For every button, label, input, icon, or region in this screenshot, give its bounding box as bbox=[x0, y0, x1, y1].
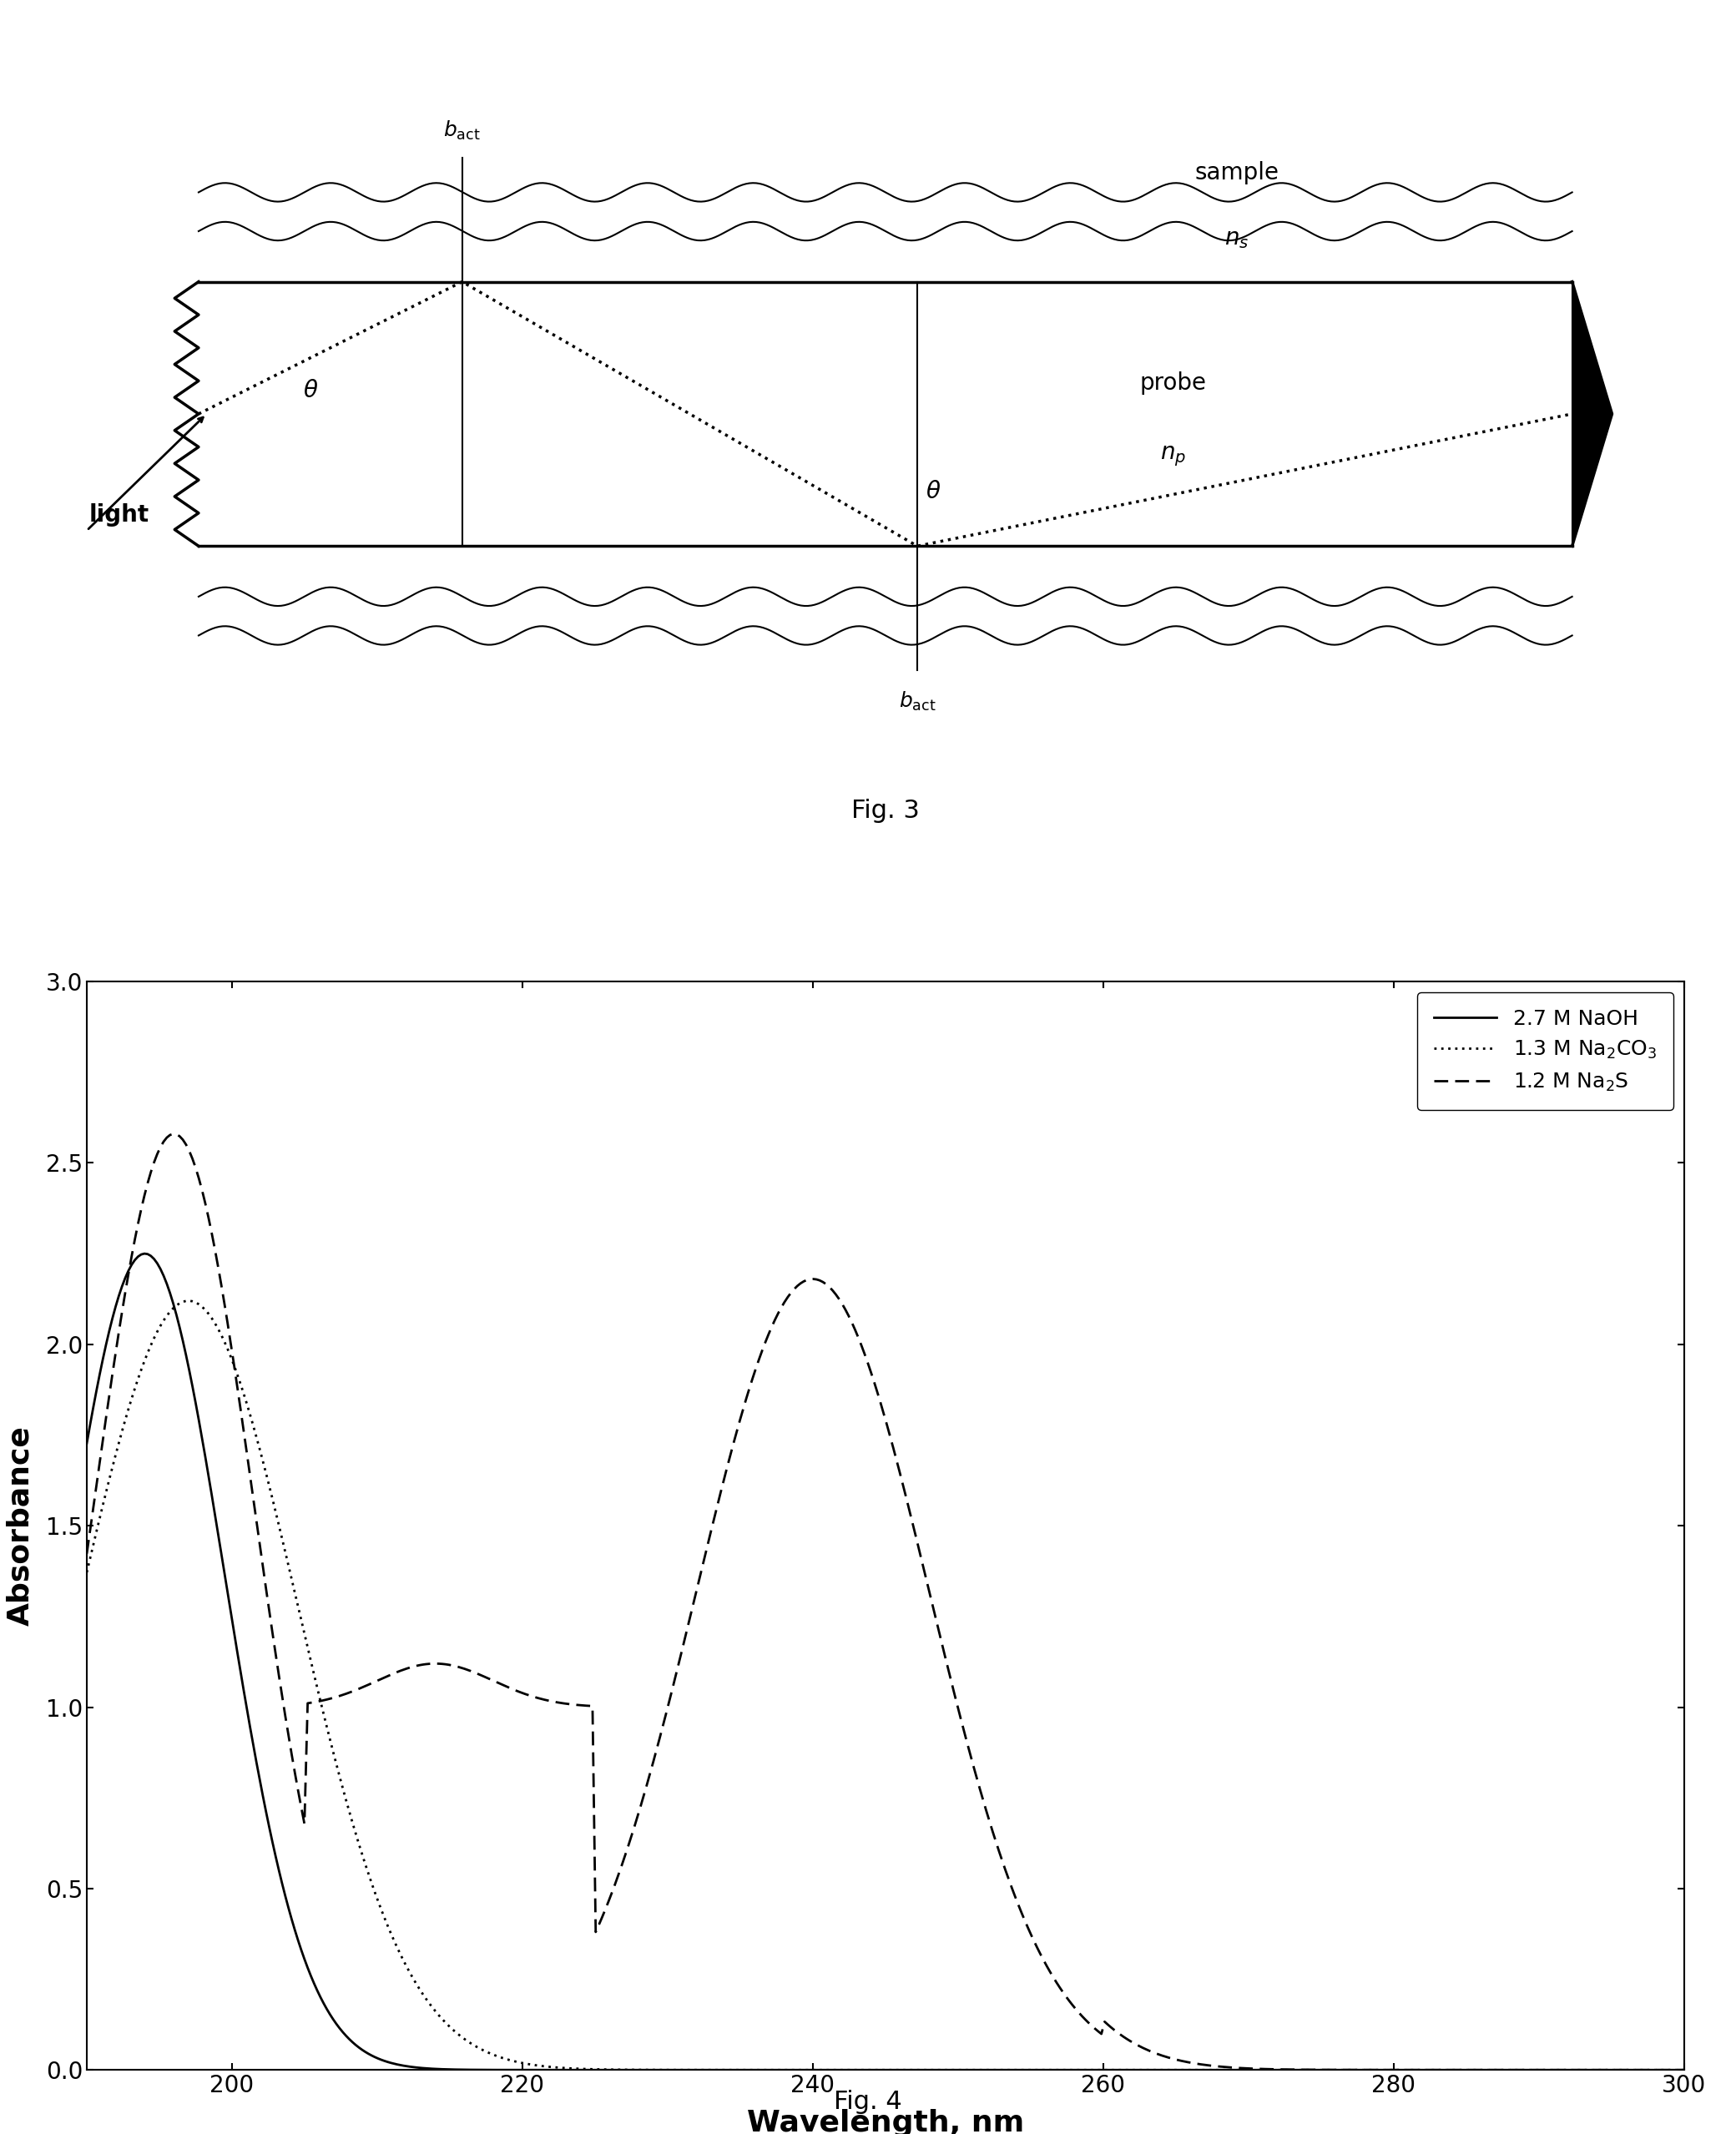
1.3 M Na₂CO₃ bbox=[944, 2057, 965, 2083]
2.7 M NaOH bbox=[1389, 2057, 1410, 2083]
1.3 M Na₂CO₃ bbox=[847, 2057, 868, 2083]
1.3 M Na₂CO₃ bbox=[1029, 2057, 1050, 2083]
Text: $\theta$: $\theta$ bbox=[302, 380, 318, 401]
Text: Fig. 4: Fig. 4 bbox=[833, 2089, 903, 2115]
1.3 M Na₂CO₃ bbox=[179, 1289, 200, 1315]
Legend: 2.7 M NaOH, 1.3 M Na$_2$CO$_3$, 1.2 M Na$_2$S: 2.7 M NaOH, 1.3 M Na$_2$CO$_3$, 1.2 M Na… bbox=[1417, 992, 1674, 1110]
1.2 M Na₂S bbox=[838, 1304, 859, 1329]
1.3 M Na₂CO₃ bbox=[76, 1560, 97, 1586]
Text: $b_{\rm act}$: $b_{\rm act}$ bbox=[899, 689, 936, 713]
1.2 M Na₂S bbox=[76, 1541, 97, 1566]
Text: $b_{\rm act}$: $b_{\rm act}$ bbox=[443, 120, 481, 141]
1.3 M Na₂CO₃ bbox=[1674, 2057, 1694, 2083]
2.7 M NaOH bbox=[134, 1240, 155, 1265]
2.7 M NaOH bbox=[76, 1430, 97, 1455]
1.2 M Na₂S bbox=[163, 1120, 184, 1146]
2.7 M NaOH bbox=[1674, 2057, 1694, 2083]
Text: probe: probe bbox=[1139, 371, 1207, 395]
Text: $\theta$: $\theta$ bbox=[925, 480, 941, 504]
Text: Fig. 3: Fig. 3 bbox=[851, 798, 920, 822]
Text: light: light bbox=[89, 504, 149, 527]
1.2 M Na₂S bbox=[847, 1325, 868, 1351]
Text: $n_p$: $n_p$ bbox=[1160, 444, 1186, 469]
Line: 1.2 M Na₂S: 1.2 M Na₂S bbox=[87, 1133, 1684, 2070]
1.2 M Na₂S bbox=[1389, 2057, 1410, 2083]
2.7 M NaOH bbox=[1029, 2057, 1050, 2083]
1.2 M Na₂S bbox=[1029, 1942, 1050, 1968]
1.3 M Na₂CO₃ bbox=[1639, 2057, 1660, 2083]
1.2 M Na₂S bbox=[1674, 2057, 1694, 2083]
1.3 M Na₂CO₃ bbox=[838, 2057, 859, 2083]
Text: $n_s$: $n_s$ bbox=[1224, 228, 1248, 250]
1.3 M Na₂CO₃ bbox=[1389, 2057, 1410, 2083]
Line: 2.7 M NaOH: 2.7 M NaOH bbox=[87, 1253, 1684, 2070]
Line: 1.3 M Na₂CO₃: 1.3 M Na₂CO₃ bbox=[87, 1302, 1684, 2070]
Text: sample: sample bbox=[1194, 162, 1279, 184]
1.2 M Na₂S bbox=[944, 1679, 965, 1705]
2.7 M NaOH bbox=[944, 2057, 965, 2083]
X-axis label: Wavelength, nm: Wavelength, nm bbox=[746, 2108, 1024, 2134]
2.7 M NaOH bbox=[838, 2057, 859, 2083]
Y-axis label: Absorbance: Absorbance bbox=[5, 1426, 35, 1626]
1.2 M Na₂S bbox=[1639, 2057, 1660, 2083]
2.7 M NaOH bbox=[847, 2057, 868, 2083]
Polygon shape bbox=[1573, 282, 1613, 546]
2.7 M NaOH bbox=[1639, 2057, 1660, 2083]
